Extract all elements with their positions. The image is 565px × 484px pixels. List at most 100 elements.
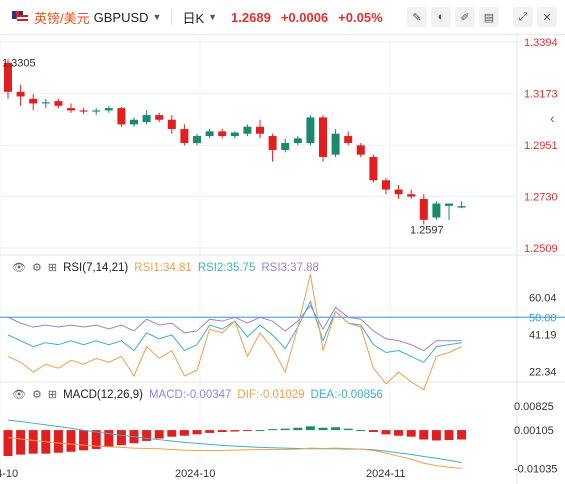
timeframe-chevron-icon[interactable]: ▼	[208, 12, 218, 22]
macd-bar	[293, 427, 303, 431]
macd-label[interactable]: MACD(12,26,9)	[63, 388, 143, 401]
candle-body	[79, 110, 88, 112]
rsi-axis-tick: 60.04	[529, 293, 557, 305]
dif-value: DIF:-0.01029	[237, 388, 305, 401]
candle-body	[256, 126, 264, 134]
indicator-icon[interactable]: ⊞	[47, 262, 58, 274]
rsi3-line	[7, 304, 462, 352]
macd-bar	[368, 430, 378, 432]
chevron-left-icon[interactable]: ‹	[550, 110, 555, 126]
candle-body	[142, 115, 151, 123]
macd-bar	[79, 430, 89, 451]
rsi-label[interactable]: RSI(7,14,21)	[63, 261, 129, 274]
macd-bar	[66, 430, 76, 452]
candle-body	[243, 126, 252, 134]
macd-bar	[53, 430, 63, 453]
macd-axis-tick: 0.00105	[514, 425, 554, 437]
candle-body	[67, 108, 75, 111]
settings-icon[interactable]: ⚙	[31, 262, 42, 274]
currency-flag-icon	[12, 11, 28, 23]
price-change: +0.0006	[280, 9, 329, 25]
candle-body	[104, 108, 113, 111]
candle-body	[281, 143, 290, 151]
dea-line	[7, 419, 462, 464]
macd-bar	[154, 430, 164, 439]
macd-bar	[444, 430, 454, 440]
close-icon[interactable]: ✕	[537, 7, 557, 27]
timeframe-select[interactable]: 日K	[182, 10, 205, 26]
settings-icon[interactable]: ⚙	[31, 389, 42, 401]
candle-body	[419, 198, 428, 220]
draw-icon[interactable]: ✎	[407, 7, 427, 27]
rsi1-line	[7, 274, 462, 391]
macd-bar	[104, 430, 114, 448]
macd-bar	[230, 430, 240, 432]
price-axis-tick: 1.2951	[524, 140, 558, 152]
macd-bar	[192, 430, 202, 435]
candle-body	[54, 101, 63, 106]
macd-bar	[331, 427, 341, 431]
pen-icon[interactable]: ✐	[455, 7, 475, 27]
dif-line	[7, 437, 462, 469]
date-axis-tick: 2024-10	[175, 468, 215, 480]
candle-body	[382, 180, 390, 190]
last-price: 1.2689	[231, 9, 271, 25]
chevron-down-icon[interactable]: ▼	[152, 12, 162, 22]
candle-body	[92, 110, 101, 112]
eye-icon[interactable]: 👁	[12, 262, 26, 274]
candle-body	[41, 102, 50, 104]
candle-body	[167, 119, 176, 130]
divider	[171, 9, 173, 25]
pair-code[interactable]: GBPUSD	[93, 9, 149, 25]
macd-bar	[394, 430, 404, 436]
macd-bar	[356, 430, 366, 432]
rsi2-line	[7, 300, 462, 363]
rsi-axis-tick: 50.00	[529, 312, 557, 324]
candle-body	[331, 133, 340, 155]
macd-bar	[457, 430, 467, 440]
candle-body	[293, 138, 302, 144]
candle-body	[432, 203, 441, 218]
candle-body	[394, 189, 403, 195]
expand-icon[interactable]: ⤢	[513, 7, 533, 27]
date-axis-tick: 2024-11	[366, 468, 406, 480]
macd-bar	[419, 430, 429, 440]
macd-bar	[179, 430, 189, 436]
candle-body	[4, 62, 12, 92]
candle-body	[445, 203, 453, 206]
rsi-axis-tick: 22.34	[529, 366, 557, 378]
price-axis-tick: 1.3173	[524, 88, 558, 100]
pair-name[interactable]: 英镑/美元	[34, 10, 90, 26]
candle-body	[193, 136, 201, 144]
layers-icon[interactable]: ▤	[479, 7, 499, 27]
eye-icon[interactable]: 👁	[12, 389, 26, 401]
candle-body	[369, 156, 378, 181]
macd-bar	[91, 430, 101, 449]
low-price-label: 1.2597	[410, 225, 444, 237]
candle-body	[29, 98, 38, 104]
candle-body	[16, 91, 25, 97]
price-axis-tick: 1.2509	[524, 243, 558, 255]
macd-bar	[116, 430, 126, 446]
candle-body	[356, 145, 365, 155]
candle-body	[319, 117, 327, 157]
date-axis-tick: 24-10	[0, 468, 18, 480]
price-change-pct: +0.05%	[338, 9, 383, 25]
indicator-icon[interactable]: ⊞	[47, 389, 58, 401]
macd-bar	[381, 430, 391, 435]
macd-bar	[28, 430, 38, 454]
candle-body	[306, 117, 315, 144]
macd-bar	[167, 430, 177, 437]
candle-body	[155, 115, 164, 120]
rsi2-value: RSI2:35.75	[197, 261, 256, 274]
macd-bar	[255, 430, 265, 432]
color-icon[interactable]: ◐	[431, 7, 451, 27]
rsi-axis-tick: 41.19	[529, 330, 557, 342]
rsi-legend: 👁 ⚙ ⊞ RSI(7,14,21) RSI1:34.81 RSI2:35.75…	[12, 261, 319, 275]
macd-bar	[242, 430, 252, 432]
candle-body	[130, 119, 138, 125]
high-price-label: 1.3305	[2, 58, 36, 70]
candle-body	[268, 136, 277, 151]
macd-bar	[217, 430, 227, 432]
